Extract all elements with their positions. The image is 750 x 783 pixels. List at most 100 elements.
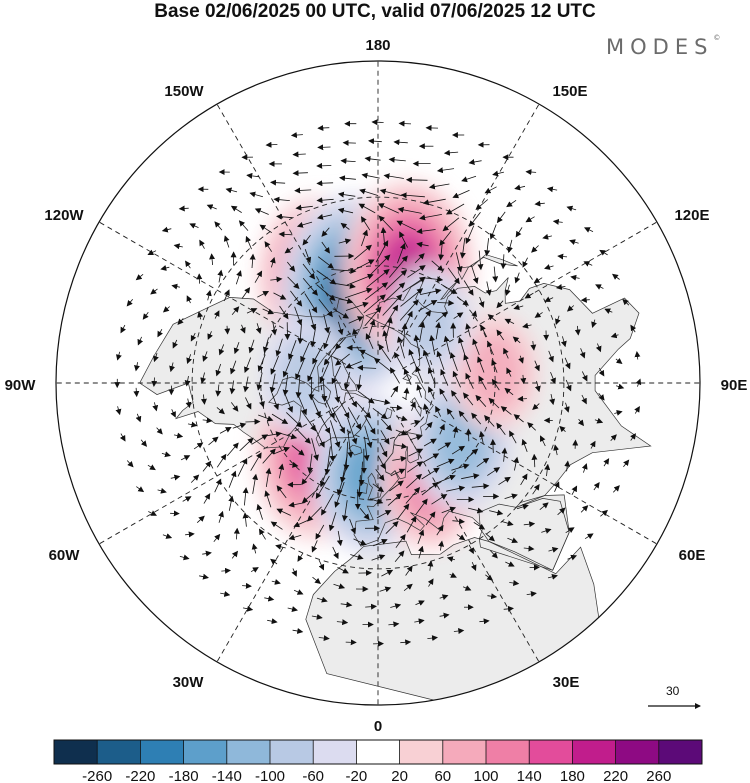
wind-vector [230, 205, 242, 213]
wind-vector [615, 357, 623, 365]
wind-vector [375, 468, 385, 482]
coast-iceland [348, 444, 363, 456]
wind-vector [485, 281, 492, 296]
wind-vector [182, 496, 192, 502]
wind-vector [162, 306, 170, 313]
wind-vector [171, 283, 180, 290]
wind-vector [284, 393, 294, 413]
wind-vector [262, 448, 276, 464]
wind-vector [634, 406, 640, 414]
wind-vector [496, 211, 506, 224]
wind-vector [359, 507, 370, 520]
wind-vector [540, 435, 546, 447]
wind-vector [226, 442, 239, 457]
wind-vector [170, 474, 181, 481]
wind-vector [187, 421, 198, 428]
wind-vector [463, 353, 472, 373]
wind-vector [296, 221, 313, 228]
wind-vector [400, 288, 424, 307]
wind-vector [577, 418, 585, 427]
wind-vector [291, 445, 305, 456]
wind-vector [463, 280, 474, 296]
wind-vector [471, 310, 478, 320]
coast-canadian-arctic [330, 355, 358, 392]
wind-vector [223, 289, 230, 302]
wind-vector [364, 306, 382, 327]
wind-vector [218, 510, 224, 523]
wind-vector [202, 460, 212, 472]
wind-vector [610, 434, 617, 441]
wind-vector [456, 534, 466, 541]
wind-vector [518, 355, 524, 364]
coast-britain [367, 472, 383, 501]
wind-vector [530, 341, 537, 351]
wind-vector [451, 390, 461, 404]
wind-vector [147, 464, 156, 471]
wind-vector [207, 331, 213, 340]
wind-vector [361, 172, 380, 179]
wind-vector [418, 545, 424, 559]
wind-vector [214, 478, 222, 493]
wind-vector [373, 357, 392, 373]
wind-vector [489, 509, 504, 516]
wind-vector [392, 455, 407, 462]
wind-vector [398, 120, 412, 127]
wind-vector [598, 367, 605, 377]
wind-vector [288, 340, 297, 360]
wind-vector [553, 481, 560, 492]
wind-vector [161, 451, 171, 458]
meridian-labels: 180 150E 120E 90E 60E 30E 0 30W 60W 90W 120W 150W [5, 37, 748, 735]
wind-vector [254, 208, 269, 215]
wind-vector [290, 132, 303, 139]
wind-vector [311, 438, 319, 461]
wind-vector [217, 269, 224, 283]
wind-vector [329, 282, 356, 289]
wind-vector [321, 493, 334, 516]
wind-vector [415, 498, 428, 516]
wind-vector [372, 399, 391, 405]
colorbar-tick-label: -100 [255, 768, 285, 783]
wind-vector [427, 560, 434, 571]
wind-vector [410, 401, 416, 411]
wind-vector [289, 461, 299, 468]
meridian-label: 0 [374, 718, 382, 735]
wind-vector [328, 512, 337, 532]
wind-vector [324, 446, 331, 476]
wind-vector [491, 378, 500, 391]
wind-vector [323, 330, 331, 350]
wind-vector [418, 299, 438, 312]
colorbar-tick-label: 140 [517, 768, 542, 783]
wind-vector [308, 309, 317, 331]
wind-vector [431, 494, 448, 505]
wind-vector [580, 505, 589, 513]
wind-vector [307, 360, 318, 382]
wind-vector [416, 241, 429, 248]
wind-vector [295, 204, 313, 211]
land-japan [458, 254, 518, 280]
wind-vector [547, 573, 558, 580]
wind-vector [316, 162, 332, 169]
wind-vector [343, 441, 350, 471]
wind-vector [319, 362, 330, 384]
wind-vector [292, 628, 304, 634]
meridian-line [402, 396, 658, 545]
wind-vector [330, 295, 354, 304]
wind-vector [244, 357, 252, 374]
wind-vector [337, 321, 344, 336]
wind-vector [382, 330, 389, 352]
wind-vector [364, 155, 381, 162]
wind-vector [546, 186, 558, 193]
wind-vector [534, 380, 541, 393]
wind-vector [243, 376, 250, 393]
wind-vector [353, 538, 367, 546]
wind-vector [135, 413, 142, 423]
wind-vector [539, 502, 549, 511]
wind-vector [375, 240, 389, 263]
wind-vector [213, 533, 221, 542]
wind-vector [373, 539, 388, 547]
wind-vector [202, 351, 208, 362]
wind-vector [312, 344, 324, 365]
wind-vector [184, 376, 191, 387]
wind-vector [292, 151, 306, 158]
wind-vector [265, 467, 272, 487]
